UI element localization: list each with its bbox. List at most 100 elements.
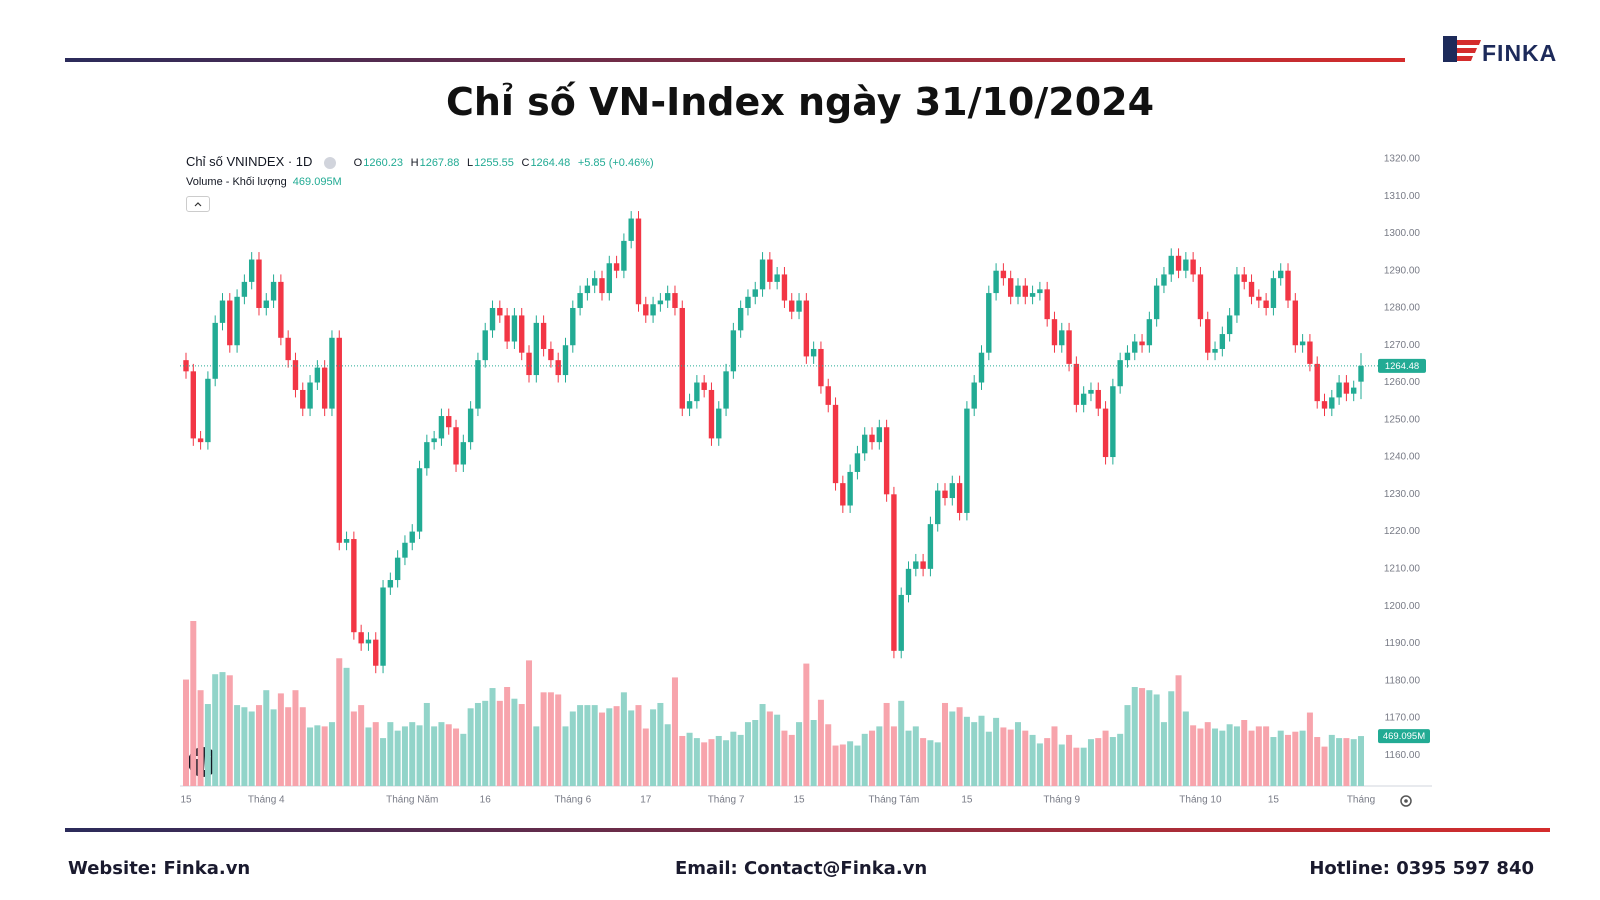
volume-bar [854,745,861,786]
y-tick-label: 1260.00 [1384,377,1421,388]
candle-body [1190,259,1196,275]
x-tick-label: Tháng [1347,795,1375,806]
volume-bar [613,706,620,786]
candle-body [351,539,357,633]
candle-body [1278,270,1284,279]
y-tick-label: 1230.00 [1384,489,1421,500]
ohlc-label: L [466,157,474,169]
candle-body [1241,274,1247,282]
x-tick-label: 15 [1268,795,1280,806]
y-tick-label: 1200.00 [1384,601,1421,612]
candle-body [1351,387,1357,394]
candle-body [183,360,189,372]
volume-bar [343,667,350,786]
volume-bar [657,702,664,786]
candle-body [234,296,240,346]
volume-bar [1109,737,1116,786]
volume-bar [358,705,365,786]
candle-body [672,293,678,308]
volume-bar [693,738,700,786]
open-value: 1260.23 [363,157,403,169]
candle-body [533,322,540,376]
volume-bar [474,702,481,786]
candle-body [1029,293,1036,297]
candle-body [621,240,627,271]
x-tick-label: Tháng Tám [868,795,919,806]
candle-body [591,278,598,286]
volume-bar [1124,705,1131,786]
volume-bar [686,732,693,786]
candle-body [657,300,664,305]
volume-bar [723,740,730,786]
candle-body [227,300,233,346]
candle-body [686,401,693,409]
volume-bar [839,744,846,786]
candle-body [774,274,780,282]
candle-body [438,416,445,439]
volume-bar [744,722,751,786]
y-tick-label: 1160.00 [1385,750,1421,761]
ohlc-label: O [353,157,363,169]
candle-body [380,587,386,666]
candle-body [796,300,802,312]
volume-bar [1212,728,1219,786]
volume-bar [898,700,905,786]
y-tick-label: 1220.00 [1384,526,1421,537]
volume-bar [1058,744,1065,786]
candle-body [467,408,474,443]
volume-bar [1248,730,1255,786]
candle-body [1336,382,1342,398]
x-tick-label: 15 [180,795,192,806]
volume-bar [394,730,401,786]
candle-body [416,468,423,532]
symbol: Chỉ số VNINDEX · 1D [186,154,313,169]
candle-body [219,300,226,323]
volume-bar [197,690,204,786]
candle-body [336,337,342,543]
volume-bar [518,704,525,786]
y-tick-label: 1320.00 [1384,154,1421,165]
candle-body [1124,352,1131,361]
volume-bar [336,658,343,786]
candle-body [789,300,795,312]
candle-body [920,561,926,569]
volume-bar [562,726,569,786]
volume-bar [277,693,284,786]
y-tick-label: 1170.00 [1385,713,1421,724]
candle-body [446,416,452,428]
candle-body [1110,386,1116,458]
candle-body [716,408,722,439]
volume-bar [825,724,832,786]
candle-body [1059,330,1065,346]
candle-body [373,639,379,666]
collapse-button[interactable] [186,196,210,212]
candle-body [862,434,868,454]
candle-body [387,580,394,588]
candle-body [993,270,999,294]
volume-bar [569,711,576,786]
candle-body [1073,363,1080,405]
x-tick-label: Tháng 7 [708,795,745,806]
volume-bar [1197,728,1204,786]
volume-bar [920,738,927,786]
candle-body [1022,285,1028,297]
volume-bar [1117,733,1124,786]
candle-body [650,304,656,316]
volume-bar [759,704,766,786]
candle-body [1037,289,1043,294]
volume-bar [628,710,635,786]
candle-body [314,367,321,383]
volume-bar [708,739,715,786]
volume-bar [270,709,277,786]
x-tick-label: Tháng 10 [1179,795,1222,806]
candle-body [825,386,831,405]
candle-body [927,524,934,569]
volume-bar [978,715,985,786]
volume-tag-bg [1378,729,1430,744]
volume-bar [1066,734,1073,786]
volume-bar [423,702,430,786]
volume-bar [1241,720,1248,786]
volume-bar [752,720,759,786]
volume-bar [533,726,540,786]
candle-body [1117,360,1123,387]
